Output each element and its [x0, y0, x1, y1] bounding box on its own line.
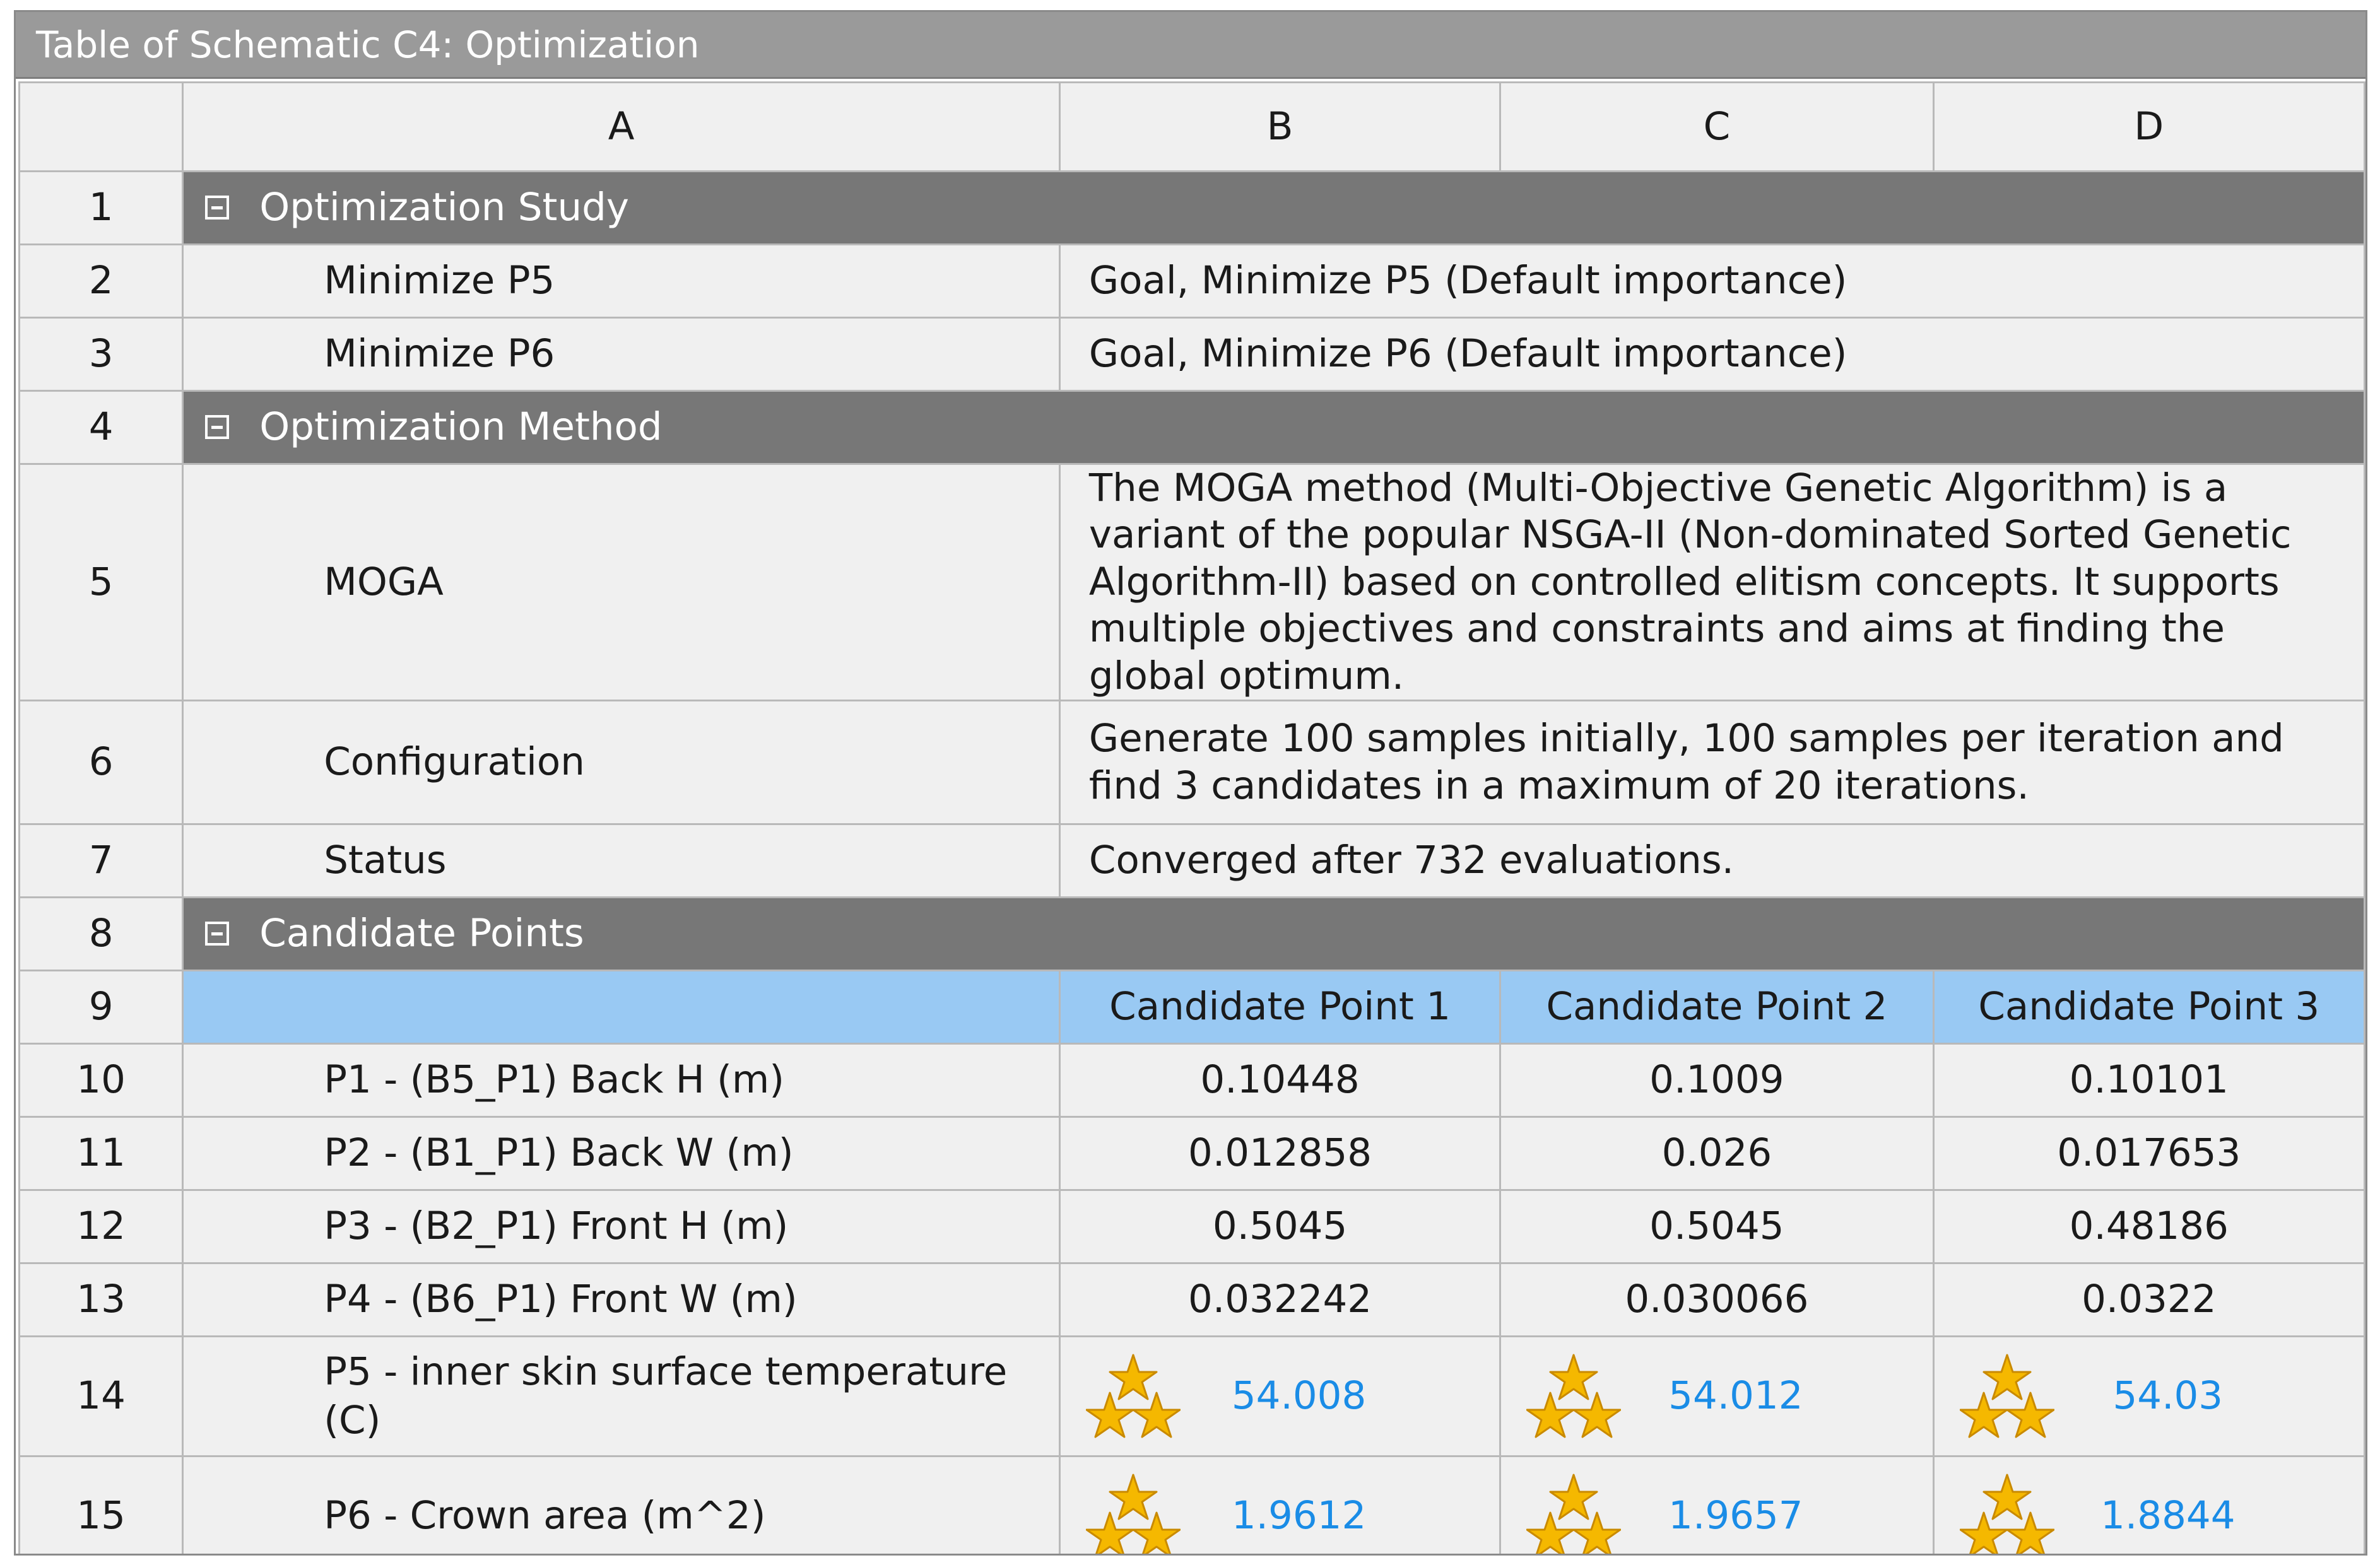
collapse-icon[interactable]	[205, 921, 230, 946]
output-value: 1.9612	[1231, 1493, 1367, 1539]
output-value: 54.03	[2112, 1373, 2224, 1419]
three-star-rating-icon	[1086, 1352, 1181, 1441]
objective-value[interactable]: Goal, Minimize P6 (Default importance)	[1058, 317, 2365, 392]
parameter-value[interactable]: 0.032242	[1058, 1262, 1502, 1338]
column-header-a[interactable]: A	[182, 81, 1061, 172]
output-value-cell[interactable]: 1.8844	[1932, 1455, 2365, 1556]
row-number: 2	[18, 243, 184, 319]
output-value-cell[interactable]: 54.03	[1932, 1335, 2365, 1458]
row-number: 6	[18, 700, 184, 826]
row-number: 7	[18, 823, 184, 899]
parameter-name[interactable]: P2 - (B1_P1) Back W (m)	[182, 1116, 1061, 1192]
window-title: Table of Schematic C4: Optimization	[36, 23, 700, 66]
parameter-value[interactable]: 0.030066	[1499, 1262, 1935, 1338]
parameter-value[interactable]: 0.10448	[1058, 1043, 1502, 1118]
section-row-candidate-points: 8 Candidate Points	[18, 896, 2365, 972]
row-number: 5	[18, 462, 184, 702]
row-number: 12	[18, 1189, 184, 1265]
parameter-value[interactable]: 0.026	[1499, 1116, 1935, 1192]
configuration-label[interactable]: Configuration	[182, 700, 1061, 826]
objective-name[interactable]: Minimize P5	[182, 243, 1061, 319]
row-number: 1	[18, 170, 184, 245]
output-value: 1.9657	[1668, 1493, 1803, 1539]
optimization-table-window: Table of Schematic C4: Optimization A B …	[14, 10, 2367, 1556]
table-row: 6 Configuration Generate 100 samples ini…	[18, 700, 2365, 826]
parameter-value[interactable]: 0.012858	[1058, 1116, 1502, 1192]
row-number: 4	[18, 390, 184, 465]
row-number: 8	[18, 896, 184, 972]
row-number: 13	[18, 1262, 184, 1338]
optimization-grid: A B C D 1 Optimization Study 2 Minimize …	[18, 81, 2365, 1556]
row-number: 9	[18, 970, 184, 1045]
output-value-cell[interactable]: 1.9657	[1499, 1455, 1935, 1556]
section-label: Optimization Method	[259, 404, 663, 450]
parameter-value[interactable]: 0.1009	[1499, 1043, 1935, 1118]
table-row: 11 P2 - (B1_P1) Back W (m) 0.012858 0.02…	[18, 1116, 2365, 1192]
section-header[interactable]: Optimization Study	[182, 170, 2365, 245]
table-row: 12 P3 - (B2_P1) Front H (m) 0.5045 0.504…	[18, 1189, 2365, 1265]
column-header-d[interactable]: D	[1932, 81, 2365, 172]
output-name[interactable]: P6 - Crown area (m^2)	[182, 1455, 1061, 1554]
parameter-value[interactable]: 0.0322	[1932, 1262, 2365, 1338]
parameter-value[interactable]: 0.10101	[1932, 1043, 2365, 1118]
window-titlebar: Table of Schematic C4: Optimization	[16, 12, 2365, 79]
output-value-cell[interactable]: 1.9612	[1058, 1455, 1502, 1556]
three-star-rating-icon	[1960, 1472, 2054, 1556]
table-row: 5 MOGA The MOGA method (Multi-Objective …	[18, 462, 2365, 702]
three-star-rating-icon	[1526, 1352, 1621, 1441]
parameter-name[interactable]: P4 - (B6_P1) Front W (m)	[182, 1262, 1061, 1338]
method-description[interactable]: The MOGA method (Multi-Objective Genetic…	[1058, 462, 2365, 702]
output-value: 1.8844	[2100, 1493, 2236, 1539]
candidate-point-header[interactable]: Candidate Point 1	[1058, 970, 1502, 1045]
section-label: Candidate Points	[259, 911, 584, 956]
parameter-name[interactable]: P3 - (B2_P1) Front H (m)	[182, 1189, 1061, 1265]
output-value-cell[interactable]: 54.008	[1058, 1335, 1502, 1458]
collapse-icon[interactable]	[205, 195, 230, 220]
corner-cell	[18, 81, 184, 172]
method-name[interactable]: MOGA	[182, 462, 1061, 702]
table-row: 2 Minimize P5 Goal, Minimize P5 (Default…	[18, 243, 2365, 319]
table-row: 13 P4 - (B6_P1) Front W (m) 0.032242 0.0…	[18, 1262, 2365, 1338]
row-number: 15	[18, 1455, 184, 1554]
section-header[interactable]: Candidate Points	[182, 896, 2365, 972]
table-row: 14 P5 - inner skin surface temperature (…	[18, 1335, 2365, 1458]
row-number: 14	[18, 1335, 184, 1458]
status-value[interactable]: Converged after 732 evaluations.	[1058, 823, 2365, 899]
parameter-value[interactable]: 0.48186	[1932, 1189, 2365, 1265]
three-star-rating-icon	[1960, 1352, 2054, 1441]
parameter-value[interactable]: 0.017653	[1932, 1116, 2365, 1192]
section-row-optimization-method: 4 Optimization Method	[18, 390, 2365, 465]
objective-value[interactable]: Goal, Minimize P5 (Default importance)	[1058, 243, 2365, 319]
collapse-icon[interactable]	[205, 414, 230, 439]
output-value: 54.008	[1231, 1373, 1367, 1419]
parameter-value[interactable]: 0.5045	[1058, 1189, 1502, 1265]
parameter-value[interactable]: 0.5045	[1499, 1189, 1935, 1265]
table-row: 7 Status Converged after 732 evaluations…	[18, 823, 2365, 899]
column-header-row: A B C D	[18, 81, 2365, 172]
status-label[interactable]: Status	[182, 823, 1061, 899]
table-row: 15 P6 - Crown area (m^2) 1.9612 1.9657 1…	[18, 1455, 2365, 1556]
row-number: 3	[18, 317, 184, 392]
section-label: Optimization Study	[259, 185, 629, 230]
section-row-optimization-study: 1 Optimization Study	[18, 170, 2365, 245]
section-header[interactable]: Optimization Method	[182, 390, 2365, 465]
three-star-rating-icon	[1526, 1472, 1621, 1556]
output-value-cell[interactable]: 54.012	[1499, 1335, 1935, 1458]
table-row: 10 P1 - (B5_P1) Back H (m) 0.10448 0.100…	[18, 1043, 2365, 1118]
candidate-point-header[interactable]: Candidate Point 2	[1499, 970, 1935, 1045]
parameter-name[interactable]: P1 - (B5_P1) Back H (m)	[182, 1043, 1061, 1118]
table-row: 3 Minimize P6 Goal, Minimize P6 (Default…	[18, 317, 2365, 392]
output-name[interactable]: P5 - inner skin surface temperature (C)	[182, 1335, 1061, 1458]
configuration-value[interactable]: Generate 100 samples initially, 100 samp…	[1058, 700, 2365, 826]
objective-name[interactable]: Minimize P6	[182, 317, 1061, 392]
column-header-c[interactable]: C	[1499, 81, 1935, 172]
candidate-header-blank	[182, 970, 1061, 1045]
candidate-point-header[interactable]: Candidate Point 3	[1932, 970, 2365, 1045]
row-number: 11	[18, 1116, 184, 1192]
three-star-rating-icon	[1086, 1472, 1181, 1556]
candidate-header-row: 9 Candidate Point 1 Candidate Point 2 Ca…	[18, 970, 2365, 1045]
output-value: 54.012	[1668, 1373, 1803, 1419]
row-number: 10	[18, 1043, 184, 1118]
column-header-b[interactable]: B	[1058, 81, 1502, 172]
